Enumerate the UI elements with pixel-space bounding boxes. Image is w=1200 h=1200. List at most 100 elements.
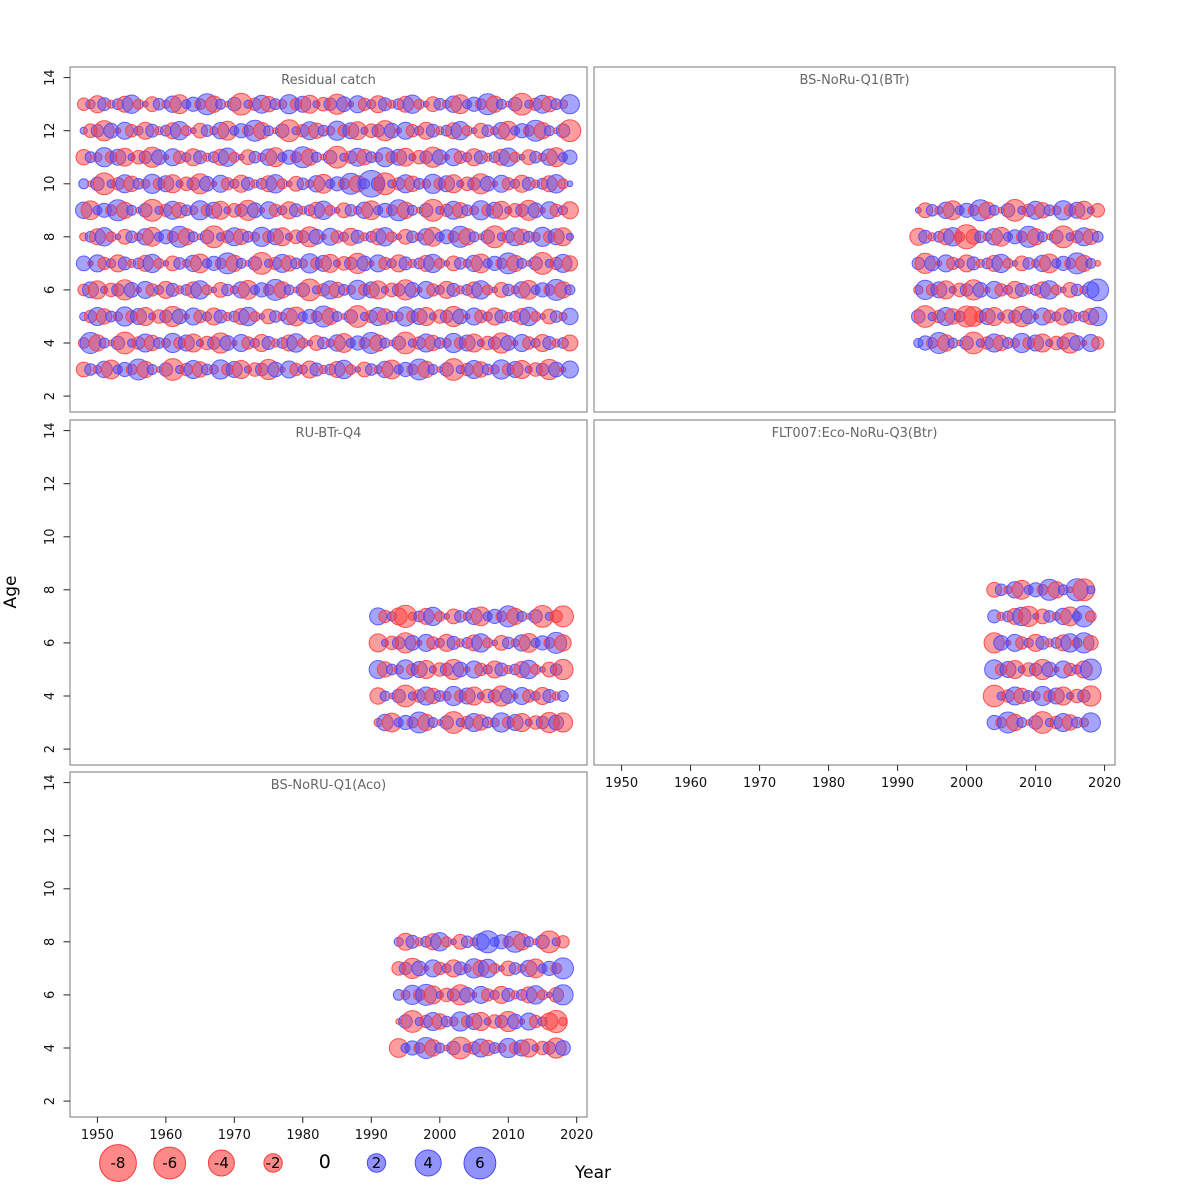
legend-bubble: [263, 1153, 283, 1173]
x-tick-label: 1990: [355, 1128, 388, 1143]
legend-bubble: [99, 1144, 137, 1182]
bubble: [1082, 635, 1099, 651]
legend-bubble: [366, 1153, 387, 1173]
legend-label: 0: [319, 1151, 331, 1173]
panels-layer: Residual catch BS-NoRu-Q1(BTr) RU-BTr-Q4 FL…: [69, 66, 1116, 1118]
x-axis-label: Year: [574, 1163, 611, 1183]
panel-frame: [593, 66, 1116, 413]
bubble: [564, 284, 576, 296]
x-tick-label: 2010: [1019, 776, 1052, 791]
bubble: [552, 957, 574, 980]
legend-bubble: [414, 1149, 442, 1177]
bubble: [1088, 306, 1108, 327]
y-tick-label: 6: [43, 286, 58, 294]
y-tick-label: 2: [43, 392, 58, 400]
x-tick-label: 2020: [1088, 776, 1121, 791]
legend-label: -6: [162, 1154, 177, 1172]
y-tick-label: 2: [43, 1097, 58, 1105]
bubble: [561, 307, 579, 326]
x-tick-label: 1950: [605, 776, 638, 791]
bubble: [558, 119, 582, 143]
bubble: [386, 231, 398, 243]
bubble: [560, 201, 579, 220]
panel-frame: [69, 66, 588, 413]
legend-bubble: [153, 1146, 187, 1180]
x-tick-label: 1960: [674, 776, 707, 791]
bubble: [1080, 685, 1102, 707]
bubble: [1080, 712, 1101, 733]
bubble: [1084, 610, 1097, 623]
bubble: [1094, 260, 1102, 267]
y-tick-label: 10: [43, 881, 58, 898]
y-tick-label: 2: [43, 745, 58, 753]
panel-residual-catch: Residual catch: [69, 66, 588, 413]
y-tick-label: 14: [43, 422, 58, 439]
panel-bs-noru-q1-aco: BS-NoRU-Q1(Aco): [69, 771, 588, 1118]
legend-label: -2: [266, 1154, 281, 1172]
panel-frame: [593, 419, 1116, 766]
y-tick-label: 12: [43, 827, 58, 844]
y-axis-label: Age: [1, 576, 21, 609]
legend-label: 4: [423, 1154, 433, 1172]
legend-bubble: [463, 1146, 497, 1180]
y-tick-label: 10: [43, 529, 58, 546]
bubble: [1086, 585, 1096, 595]
legend-label: 2: [372, 1154, 382, 1172]
panel-frame: [69, 771, 588, 1118]
panel-title: BS-NoRU-Q1(Aco): [271, 778, 386, 793]
x-tick-label: 1990: [881, 776, 914, 791]
y-tick-label: 10: [43, 176, 58, 193]
axes-layer: 2 4 6 8 10 12 14 2 4 6 8 10 12 14 2 4 6 8 10 12 14 1950 1960 19…: [43, 69, 1121, 1143]
legend-label: -8: [111, 1154, 126, 1172]
bubble: [560, 360, 579, 379]
bubble: [557, 178, 569, 190]
panel-ru-btr-q4: RU-BTr-Q4: [69, 419, 588, 766]
y-tick-label: 8: [43, 233, 58, 241]
y-tick-label: 4: [43, 1044, 58, 1052]
bubble: [557, 690, 569, 702]
legend-label: 6: [475, 1154, 485, 1172]
x-tick-label: 2000: [423, 1128, 456, 1143]
bubble: [552, 712, 574, 733]
x-tick-label: 2010: [492, 1128, 525, 1143]
bubble: [559, 94, 581, 115]
panel-title: Residual catch: [281, 73, 376, 88]
bubble: [554, 634, 572, 652]
y-tick-label: 6: [43, 639, 58, 647]
bubble: [530, 311, 542, 322]
bubble: [530, 664, 542, 675]
bubble: [543, 125, 555, 137]
bubble: [947, 337, 959, 349]
x-tick-label: 1970: [743, 776, 776, 791]
y-tick-label: 4: [43, 339, 58, 347]
panel-title: RU-BTr-Q4: [296, 426, 362, 441]
panel-bs-noru-q1-btr: BS-NoRu-Q1(BTr): [593, 66, 1116, 413]
bubble: [556, 935, 570, 949]
bubble: [552, 658, 574, 681]
bubble: [297, 337, 309, 349]
panel-title: FLT007:Eco-NoRu-Q3(Btr): [772, 426, 938, 441]
bubble: [552, 984, 574, 1006]
y-tick-label: 8: [43, 938, 58, 946]
bubble: [1079, 658, 1102, 681]
panel-flt007-eco-noru-q3-btr: FLT007:Eco-NoRu-Q3(Btr): [593, 419, 1116, 766]
y-tick-label: 12: [43, 122, 58, 139]
bubble: [1091, 230, 1104, 243]
x-tick-label: 1980: [286, 1128, 319, 1143]
x-tick-label: 1960: [149, 1128, 182, 1143]
bubble: [558, 1016, 568, 1027]
panel-title: BS-NoRu-Q1(BTr): [799, 73, 909, 88]
y-tick-label: 6: [43, 991, 58, 999]
x-tick-label: 2020: [560, 1128, 593, 1143]
bubble: [1090, 203, 1105, 218]
y-tick-label: 4: [43, 692, 58, 700]
bubble: [98, 337, 110, 349]
panel-frame: [69, 419, 588, 766]
bubble: [561, 334, 579, 352]
bubble: [1002, 257, 1014, 269]
bubble: [1091, 336, 1105, 350]
bubble: [562, 149, 578, 165]
y-tick-label: 14: [43, 774, 58, 791]
y-tick-label: 8: [43, 586, 58, 594]
